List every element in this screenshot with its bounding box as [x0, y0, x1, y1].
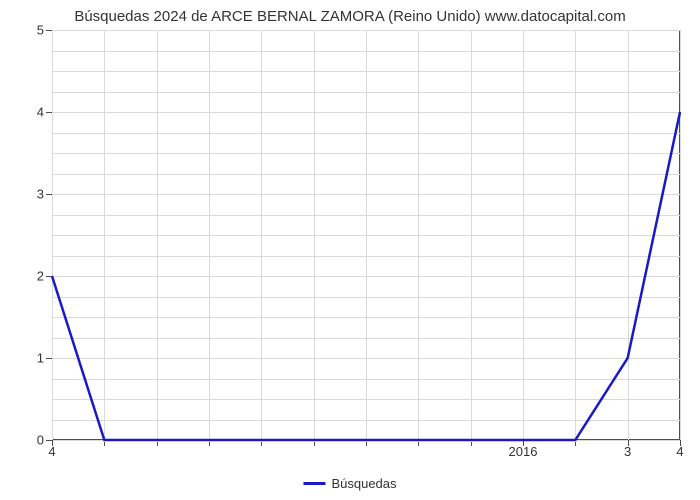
y-axis-label: 0 [4, 433, 44, 448]
y-axis-label: 4 [4, 105, 44, 120]
gridline-v [680, 30, 681, 440]
x-tick-minor [471, 442, 472, 446]
x-tick-minor [209, 442, 210, 446]
x-axis-label: 2016 [509, 444, 538, 459]
x-tick-minor [314, 442, 315, 446]
x-tick-minor [575, 442, 576, 446]
x-tick-minor [366, 442, 367, 446]
x-tick-minor [261, 442, 262, 446]
x-tick-minor [157, 442, 158, 446]
x-tick-minor [104, 442, 105, 446]
chart-title: Búsquedas 2024 de ARCE BERNAL ZAMORA (Re… [0, 0, 700, 25]
x-axis-label: 4 [48, 444, 55, 459]
chart-legend: Búsquedas [303, 476, 396, 491]
y-axis-label: 3 [4, 187, 44, 202]
chart-line-series [52, 30, 680, 440]
y-axis-label: 1 [4, 351, 44, 366]
y-axis-label: 2 [4, 269, 44, 284]
chart-plot-area [52, 30, 680, 440]
x-tick-minor [418, 442, 419, 446]
x-axis-label: 4 [676, 444, 683, 459]
y-axis-label: 5 [4, 23, 44, 38]
x-axis-label: 3 [624, 444, 631, 459]
legend-label: Búsquedas [331, 476, 396, 491]
legend-swatch [303, 482, 325, 485]
